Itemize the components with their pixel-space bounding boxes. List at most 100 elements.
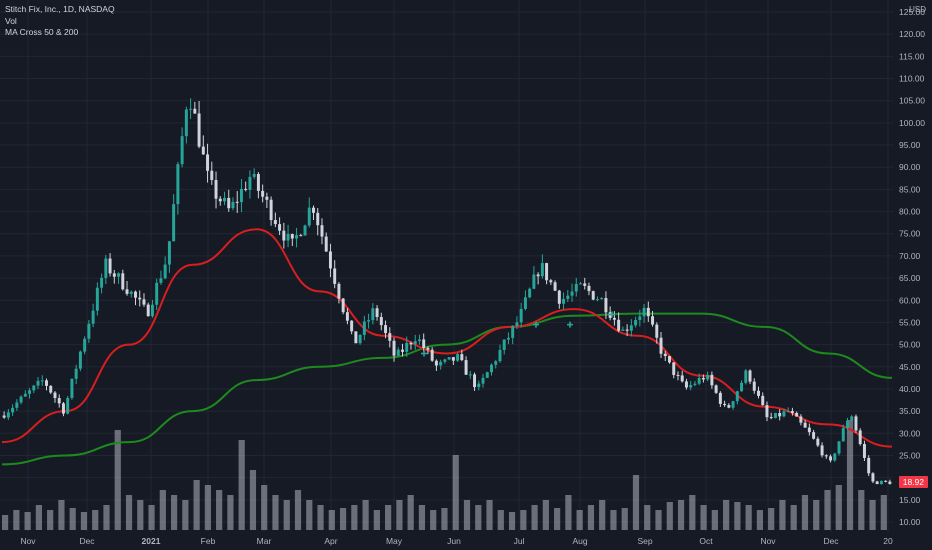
indicator-legend[interactable]: MA Cross 50 & 200	[5, 27, 79, 37]
candle-body	[265, 196, 269, 200]
volume-bar	[69, 508, 76, 530]
candle-body	[66, 397, 70, 414]
ma-50-path	[1, 228, 893, 448]
candle-body	[464, 360, 468, 375]
volume-bar	[655, 510, 662, 530]
grid	[0, 0, 893, 532]
volume-bar	[677, 500, 685, 530]
candle-body	[858, 430, 862, 445]
candle-body	[320, 225, 324, 237]
candle-body	[540, 263, 544, 277]
candle-body	[32, 385, 36, 391]
candle-body	[604, 298, 608, 313]
candle-body	[248, 176, 252, 190]
x-tick-label: Dec	[79, 536, 95, 546]
candle-body	[53, 392, 57, 399]
last-price-badge: 18.92	[898, 476, 928, 488]
candle-body	[83, 338, 87, 352]
candle-body	[511, 325, 515, 338]
candle-body	[786, 411, 790, 413]
candle-body	[689, 384, 693, 388]
candle-body	[494, 361, 498, 365]
volume-bar	[599, 500, 606, 530]
candle-body	[125, 289, 129, 294]
ma-200-line	[1, 312, 893, 466]
volume-bar	[385, 505, 392, 530]
candle-body	[549, 280, 553, 283]
candle-body	[854, 416, 858, 431]
candle-body	[61, 403, 65, 414]
y-tick-label: 110.00	[899, 74, 925, 84]
candle-body	[155, 282, 159, 305]
candle-body	[782, 411, 786, 417]
candle-body	[273, 220, 277, 225]
candles	[2, 98, 892, 485]
candle-body	[167, 241, 171, 265]
candle-body	[481, 377, 485, 384]
volume-bar	[193, 480, 200, 530]
symbol-title[interactable]: Stitch Fix, Inc., 1D, NASDAQ	[5, 4, 115, 14]
candle-body	[439, 361, 443, 366]
volume-bar	[463, 500, 471, 530]
candle-body	[663, 353, 667, 357]
candle-body	[574, 283, 578, 292]
candle-body	[337, 283, 341, 299]
volume-bar	[486, 500, 493, 530]
volume-bar	[114, 430, 121, 530]
y-tick-label: 80.00	[899, 207, 921, 217]
candle-body	[252, 174, 256, 177]
y-tick-label: 35.00	[899, 406, 921, 416]
candle-body	[566, 295, 570, 299]
candle-body	[214, 179, 218, 199]
candle-body	[197, 113, 201, 147]
volume-bar	[362, 500, 369, 530]
volume-bar	[47, 510, 54, 530]
y-tick-label: 60.00	[899, 295, 921, 305]
candle-body	[528, 288, 532, 298]
candle-body	[884, 480, 888, 482]
candle-body	[299, 235, 303, 237]
candle-body	[846, 420, 849, 429]
candle-body	[104, 258, 108, 278]
candle-body	[545, 263, 549, 281]
candle-body	[362, 321, 366, 335]
volume-legend[interactable]: Vol	[5, 15, 17, 26]
volume-bar	[24, 512, 31, 530]
candle-body	[600, 298, 604, 300]
candle-body	[659, 337, 663, 354]
candle-body	[812, 432, 816, 439]
time-axis: Nov Dec 2021 Feb Mar Apr May Jun Jul Aug Sep Oct Nov…	[20, 536, 893, 546]
candle-body	[256, 174, 260, 191]
volume-bar	[92, 510, 99, 530]
candle-body	[676, 374, 680, 376]
candle-body	[621, 329, 625, 331]
candle-body	[206, 154, 210, 171]
candle-body	[223, 197, 226, 202]
candle-body	[422, 339, 426, 348]
y-tick-label: 115.00	[899, 51, 925, 61]
candle-body	[841, 428, 845, 442]
candle-body	[333, 268, 337, 284]
candle-body	[773, 413, 777, 418]
candle-body	[672, 362, 676, 375]
ma-200-path	[1, 312, 893, 466]
y-tick-label: 95.00	[899, 140, 921, 150]
candle-body	[757, 390, 760, 396]
volume-bar	[204, 485, 211, 530]
candle-body	[417, 339, 421, 342]
volume-bar	[80, 512, 88, 530]
volume-bar	[294, 490, 302, 530]
volume-bar	[858, 490, 865, 530]
candle-body	[456, 354, 460, 361]
candle-body	[744, 370, 748, 383]
volume-bar	[542, 500, 549, 530]
volume-bar	[711, 510, 718, 530]
volume-bar	[475, 505, 482, 530]
volume-bar	[554, 508, 561, 530]
candle-body	[2, 415, 6, 418]
candle-body	[367, 320, 371, 322]
candle-body	[231, 201, 235, 209]
candle-body	[189, 108, 193, 110]
